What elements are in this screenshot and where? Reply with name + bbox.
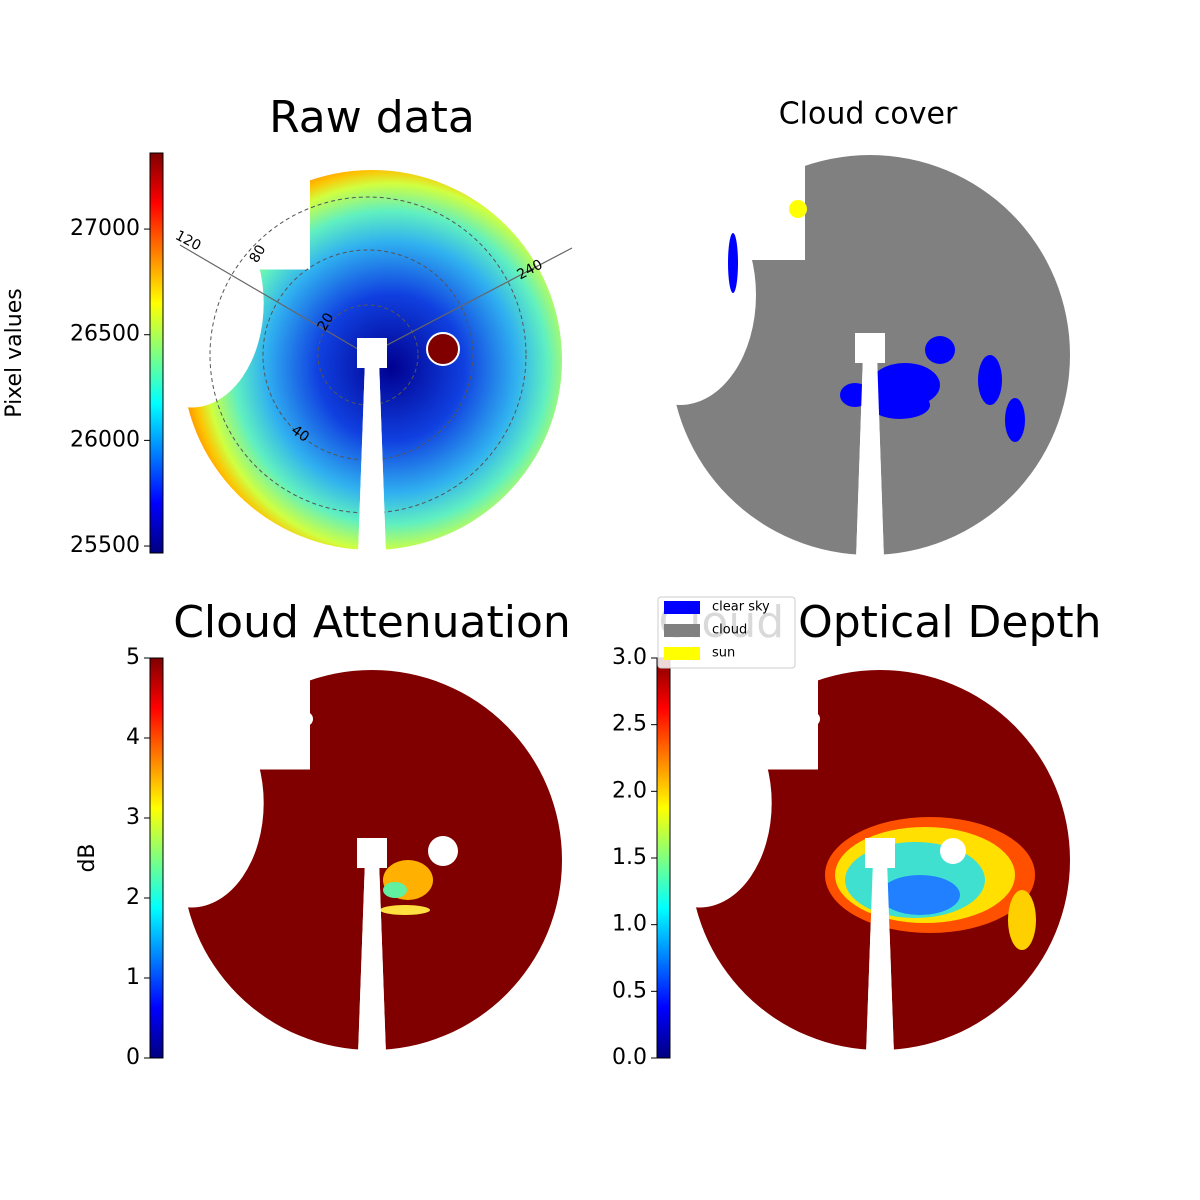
mask-notch [177, 165, 310, 270]
legend-swatch [664, 601, 700, 614]
mask-arm [856, 355, 884, 560]
legend-label: cloud [712, 623, 747, 638]
legend-swatch [664, 624, 700, 637]
colorbar-tick-label: 1.0 [612, 912, 647, 937]
polar-spoke [179, 244, 369, 356]
legend-swatch [664, 647, 700, 660]
colorbar-tick-label: 27000 [70, 216, 140, 241]
sky-image [627, 665, 1070, 1055]
mask-block [865, 838, 895, 868]
legend-label: clear sky [712, 600, 770, 615]
attenuation-region [383, 882, 407, 898]
sky-image [119, 665, 562, 1055]
sky-image [604, 150, 1070, 560]
mask-notch [177, 665, 310, 770]
colorbar-tick-label: 1.5 [612, 845, 647, 870]
clear-sky-region [925, 336, 955, 364]
colorbar-tick-label: 0.5 [612, 978, 647, 1003]
sun-mask [940, 838, 966, 864]
sun-region [789, 200, 807, 218]
legend-label: sun [712, 646, 735, 661]
clear-sky-region [728, 233, 738, 293]
colorbar [149, 657, 164, 1059]
polar-spoke [367, 247, 573, 356]
sun-mask [299, 712, 313, 726]
polar-label: 20 [315, 310, 338, 333]
colorbar [656, 657, 671, 1059]
depth-region [880, 875, 960, 915]
colorbar-tick-label: 2.0 [612, 778, 647, 803]
colorbar-tick-label: 26000 [70, 427, 140, 452]
colorbar-tick-label: 5 [126, 645, 140, 670]
colorbar-tick-label: 26500 [70, 322, 140, 347]
colorbar-tick-label: 0 [126, 1045, 140, 1070]
colorbar-tick-label: 1 [126, 965, 140, 990]
colorbar-label: dB [75, 843, 100, 872]
legend: clear sky cloud sun [657, 596, 796, 669]
mask-notch [685, 665, 818, 770]
mask-arm [358, 360, 386, 555]
colorbar-tick-label: 2 [126, 885, 140, 910]
clear-sky-region [978, 355, 1002, 405]
clear-sky-region [870, 391, 930, 419]
colorbar [149, 152, 164, 554]
colorbar-tick-label: 2.5 [612, 712, 647, 737]
mask-arm [358, 860, 386, 1055]
mask-arm [866, 860, 894, 1055]
depth-region [1008, 890, 1036, 950]
colorbar-tick-label: 0.0 [612, 1045, 647, 1070]
colorbar-tick-label: 3.0 [612, 645, 647, 670]
mask-block [855, 333, 885, 363]
colorbar-label: Pixel values [2, 288, 27, 417]
sun-blob [426, 332, 460, 366]
colorbar-tick-label: 3 [126, 805, 140, 830]
polar-label: 80 [247, 242, 270, 265]
sun-mask [428, 836, 458, 866]
mask-block [357, 838, 387, 868]
mask-block [357, 338, 387, 368]
colorbar-tick-label: 4 [126, 725, 140, 750]
panel-title: Cloud cover [779, 97, 958, 132]
sun-mask [806, 712, 820, 726]
colorbar-tick-label: 25500 [70, 533, 140, 558]
panel-title: Raw data [269, 92, 475, 143]
clear-sky-region [1005, 398, 1025, 442]
panel-title: Cloud Attenuation [173, 597, 571, 648]
attenuation-region [380, 905, 430, 915]
